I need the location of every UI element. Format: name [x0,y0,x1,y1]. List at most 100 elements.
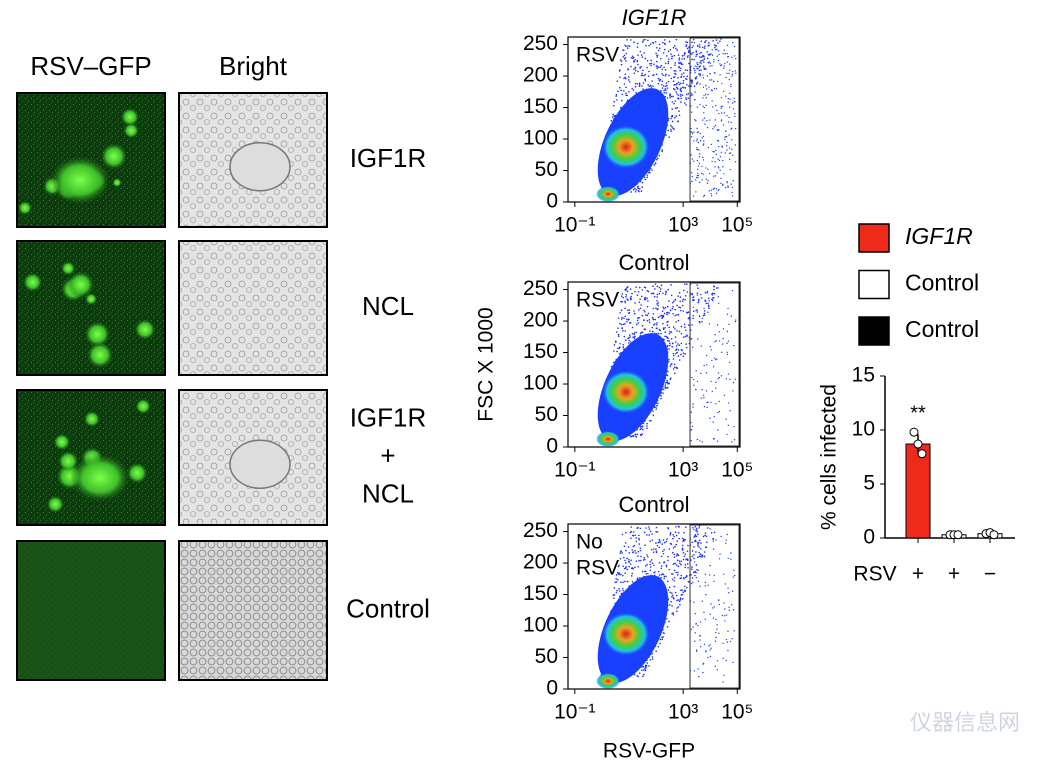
event [623,324,625,326]
event [707,291,708,292]
event [613,597,615,599]
event [726,115,727,116]
event [683,532,685,534]
event [650,60,652,62]
event [647,320,649,322]
event [706,407,707,408]
event [639,298,641,300]
gfp-cell [112,178,121,187]
event [680,94,682,96]
event [663,539,665,541]
event [722,106,723,107]
event [721,152,722,153]
event [681,58,683,60]
event [733,108,734,109]
event [699,73,701,75]
event [699,46,701,48]
event [728,425,729,426]
event [677,560,679,562]
event [662,292,664,294]
event [632,327,634,329]
event [692,403,693,404]
event [652,410,654,412]
event [669,345,671,347]
event [643,559,645,561]
event [678,314,680,316]
event [716,188,717,189]
event [657,302,659,304]
event [692,582,693,583]
event [700,63,701,64]
event [675,70,677,72]
event [699,182,700,183]
event [733,576,734,577]
event [674,64,676,66]
event [669,331,671,333]
event [706,402,707,403]
legend-swatch [859,317,889,345]
event [618,588,620,590]
y-tick-label: 0 [546,190,558,213]
data-point [954,531,962,539]
event [705,546,707,548]
event [688,52,690,54]
event [724,136,725,137]
event [714,161,715,162]
event [699,635,700,636]
event [719,63,720,64]
event [652,656,654,658]
event [703,136,704,137]
event [667,321,669,323]
event [717,324,718,325]
event [728,558,729,559]
event [702,137,703,138]
event [673,536,675,538]
event [697,545,699,547]
event [684,336,686,338]
event [719,331,720,332]
event [729,99,730,100]
event [637,320,639,322]
event [735,70,736,71]
event [699,104,700,105]
event [703,112,704,113]
event [620,558,622,560]
event [729,93,730,94]
event [663,66,665,68]
event [672,343,674,345]
event [728,592,729,593]
event [660,639,662,641]
event [721,112,722,113]
event [630,296,632,298]
event [649,322,651,324]
event [614,594,616,596]
event [665,73,667,75]
event [702,60,704,62]
event [650,86,652,88]
event [640,550,642,552]
event [663,85,665,87]
event [711,161,712,162]
event [722,658,723,659]
event [666,92,668,94]
event [685,577,687,579]
event [712,421,713,422]
event [634,567,636,569]
event [691,412,692,413]
event [685,343,687,345]
event [622,565,624,567]
event [731,75,732,76]
event [621,301,623,303]
event [631,549,633,551]
event [697,132,698,133]
event [646,174,648,176]
event [675,572,677,574]
event [694,575,696,577]
event [681,63,683,65]
event [675,353,677,355]
event [691,568,693,570]
event [694,42,695,43]
event [687,563,689,565]
event [692,297,694,299]
microscopy-panels: RSV–GFP Bright [30,51,287,81]
